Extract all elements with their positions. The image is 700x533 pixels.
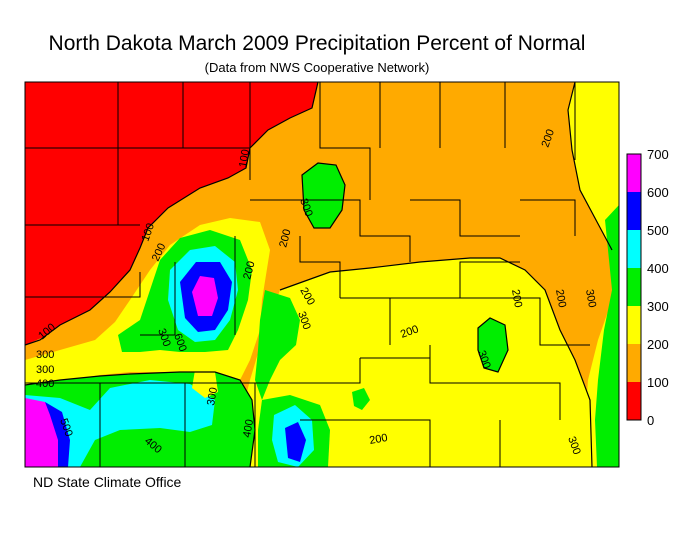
contour-label: 300	[155, 327, 173, 348]
legend-band	[627, 306, 641, 344]
region-blue-south-central	[285, 422, 306, 462]
contour-label: 300	[475, 349, 493, 370]
contour-label: 200	[509, 288, 524, 308]
legend-band	[627, 344, 641, 382]
legend-band	[627, 382, 641, 420]
region-cyan-southwest	[25, 380, 215, 467]
contour-label: 200	[540, 128, 558, 149]
legend-band	[627, 192, 641, 230]
credit-text: ND State Climate Office	[33, 474, 182, 490]
contour-label: 300	[297, 197, 315, 218]
region-yellow-southwest-pocket	[192, 370, 218, 398]
region-green-central-ribbon	[255, 290, 300, 400]
contour-label: 200	[553, 288, 568, 308]
legend-label: 600	[647, 185, 669, 200]
contour-label: 300	[205, 386, 220, 406]
contour-label: 300	[583, 288, 598, 308]
legend-label: 700	[647, 147, 669, 162]
map-title: North Dakota March 2009 Precipitation Pe…	[48, 32, 586, 55]
contour-label: 600	[171, 332, 189, 353]
legend-frame	[626, 153, 642, 421]
map-subtitle: (Data from NWS Cooperative Network)	[204, 60, 430, 75]
contour-label: 300	[565, 435, 583, 456]
contour-label: 400	[36, 378, 54, 390]
legend-label: 0	[647, 413, 654, 428]
legend-label: 400	[647, 261, 669, 276]
legend-label: 100	[647, 375, 669, 390]
legend-band	[627, 154, 641, 192]
contour-label: 300	[36, 364, 54, 376]
legend-label: 300	[647, 299, 669, 314]
region-green-spot	[352, 388, 370, 410]
legend-band	[627, 268, 641, 306]
legend-colorbar	[627, 154, 641, 420]
legend-band	[627, 230, 641, 268]
region-green-east	[595, 205, 619, 467]
contour-label: 200	[277, 228, 293, 249]
contour-label: 400	[241, 418, 256, 438]
region-green-east-central	[478, 318, 508, 372]
legend-labels: 700 600 500 400 300 200 100 0	[647, 147, 669, 428]
contour-label-group: 100 100 100 200 200 200 200 200 200 200 …	[36, 128, 598, 457]
contour-label: 200	[368, 432, 388, 447]
contour-label: 500	[57, 417, 75, 438]
contour-label: 100	[140, 222, 158, 243]
region-orange-southwest-edge	[25, 322, 95, 362]
county-boundaries	[24, 81, 620, 468]
contour-label: 300	[295, 310, 313, 331]
region-green-north-central	[302, 163, 345, 228]
region-magenta-west-high	[192, 276, 218, 316]
region-blue-southwest	[45, 402, 70, 467]
contour-lines	[24, 81, 613, 468]
contour-label: 200	[241, 260, 257, 281]
contour-label: 100	[237, 148, 252, 168]
legend-label: 200	[647, 337, 669, 352]
contour-label: 300	[36, 349, 54, 361]
legend-label: 500	[647, 223, 669, 238]
contour-label: 200	[399, 323, 420, 341]
